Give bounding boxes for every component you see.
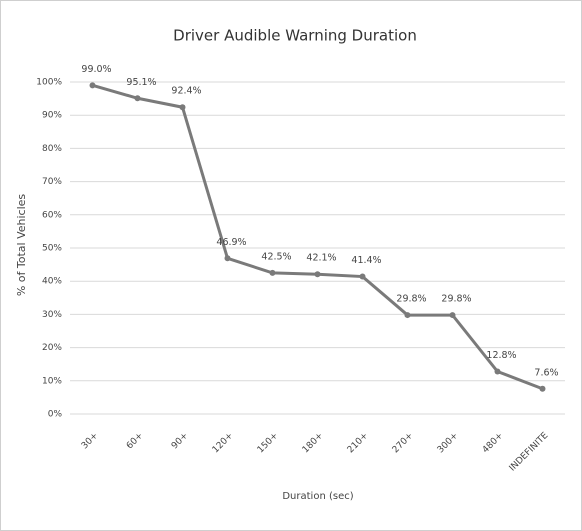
- data-label: 95.1%: [126, 77, 156, 88]
- data-label: 46.9%: [216, 237, 246, 248]
- y-tick-label: 30%: [42, 310, 62, 320]
- data-label: 7.6%: [534, 367, 558, 378]
- data-point: [134, 95, 141, 102]
- y-tick-label: 10%: [42, 376, 62, 386]
- data-point: [89, 82, 96, 89]
- data-point: [179, 104, 186, 111]
- y-tick-label: 40%: [42, 277, 62, 287]
- y-tick-label: 50%: [42, 244, 62, 254]
- y-tick-label: 90%: [42, 111, 62, 121]
- y-tick-label: 0%: [48, 410, 63, 420]
- y-tick-label: 80%: [42, 144, 62, 154]
- data-point: [314, 271, 321, 278]
- data-point: [359, 273, 366, 280]
- data-point: [269, 269, 276, 276]
- y-axis-label: % of Total Vehicles: [15, 194, 28, 297]
- data-point: [404, 312, 411, 319]
- data-label: 12.8%: [486, 350, 516, 361]
- y-tick-label: 70%: [42, 177, 62, 187]
- y-tick-label: 60%: [42, 210, 62, 220]
- data-label: 42.5%: [261, 251, 291, 262]
- data-point: [494, 368, 501, 375]
- data-label: 92.4%: [171, 86, 201, 97]
- data-label: 41.4%: [351, 255, 381, 266]
- data-point: [539, 385, 546, 392]
- chart-title: Driver Audible Warning Duration: [173, 27, 417, 45]
- y-tick-label: 20%: [42, 343, 62, 353]
- data-label: 29.8%: [396, 294, 426, 305]
- x-axis-label: Duration (sec): [282, 491, 353, 502]
- data-point: [449, 312, 456, 319]
- data-label: 42.1%: [306, 253, 336, 264]
- data-label: 99.0%: [81, 64, 111, 75]
- y-tick-label: 100%: [36, 78, 62, 88]
- data-point: [224, 255, 231, 262]
- data-label: 29.8%: [441, 294, 471, 305]
